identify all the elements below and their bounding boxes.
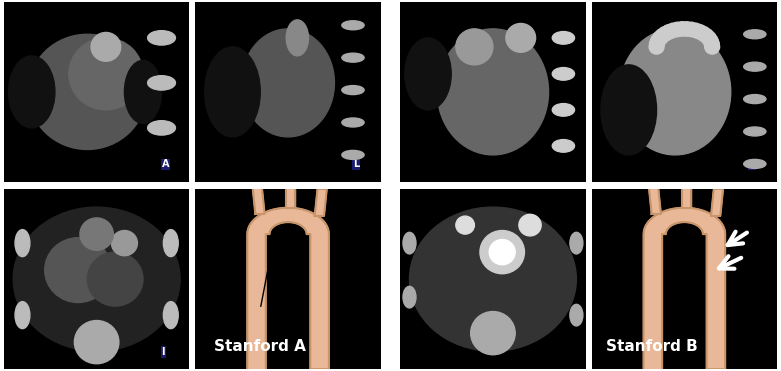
Ellipse shape	[124, 60, 162, 124]
Ellipse shape	[405, 38, 451, 110]
Circle shape	[45, 238, 112, 302]
Ellipse shape	[148, 121, 176, 135]
Circle shape	[652, 31, 667, 46]
Circle shape	[703, 34, 718, 48]
Circle shape	[471, 312, 515, 355]
Circle shape	[670, 22, 685, 37]
Circle shape	[480, 230, 525, 274]
Circle shape	[489, 240, 515, 265]
Circle shape	[684, 22, 699, 37]
Ellipse shape	[619, 29, 731, 155]
Ellipse shape	[552, 68, 575, 80]
Circle shape	[688, 23, 703, 37]
Ellipse shape	[13, 207, 180, 351]
Polygon shape	[248, 208, 329, 369]
Circle shape	[91, 33, 121, 61]
Ellipse shape	[403, 232, 416, 254]
Circle shape	[696, 26, 711, 41]
Circle shape	[662, 24, 676, 39]
Circle shape	[658, 26, 673, 41]
Ellipse shape	[744, 30, 766, 39]
Polygon shape	[682, 181, 691, 208]
Ellipse shape	[744, 95, 766, 104]
Ellipse shape	[163, 230, 178, 257]
Ellipse shape	[241, 29, 334, 137]
Text: I: I	[162, 347, 165, 357]
Circle shape	[506, 23, 536, 52]
Circle shape	[655, 29, 670, 43]
Text: A: A	[162, 160, 169, 170]
Circle shape	[456, 216, 474, 234]
Ellipse shape	[342, 21, 364, 30]
Circle shape	[701, 31, 716, 46]
Polygon shape	[315, 189, 326, 216]
Ellipse shape	[552, 32, 575, 44]
Ellipse shape	[163, 302, 178, 329]
Circle shape	[649, 40, 664, 54]
Circle shape	[651, 34, 665, 48]
Text: L: L	[749, 160, 755, 170]
Circle shape	[692, 24, 707, 39]
Ellipse shape	[148, 31, 176, 45]
Ellipse shape	[744, 127, 766, 136]
Circle shape	[665, 23, 680, 37]
Text: Stanford B: Stanford B	[607, 339, 698, 354]
Polygon shape	[252, 187, 265, 214]
Circle shape	[704, 40, 719, 54]
Ellipse shape	[570, 304, 583, 326]
Ellipse shape	[205, 47, 260, 137]
Circle shape	[28, 34, 147, 150]
Circle shape	[699, 29, 714, 43]
Ellipse shape	[601, 65, 657, 155]
Circle shape	[80, 218, 113, 250]
Ellipse shape	[409, 207, 576, 351]
Circle shape	[69, 38, 143, 110]
Ellipse shape	[403, 286, 416, 308]
Ellipse shape	[570, 232, 583, 254]
Ellipse shape	[552, 104, 575, 116]
Circle shape	[675, 22, 690, 36]
Circle shape	[679, 22, 694, 36]
Circle shape	[112, 230, 137, 256]
Text: L: L	[353, 160, 359, 170]
Ellipse shape	[148, 76, 176, 90]
Circle shape	[87, 252, 143, 306]
Polygon shape	[644, 208, 726, 369]
Ellipse shape	[437, 29, 548, 155]
Ellipse shape	[342, 118, 364, 127]
Ellipse shape	[15, 302, 30, 329]
Ellipse shape	[286, 20, 308, 56]
Text: Stanford A: Stanford A	[214, 339, 306, 354]
Ellipse shape	[15, 230, 30, 257]
Ellipse shape	[9, 56, 55, 128]
Circle shape	[704, 37, 719, 51]
Ellipse shape	[342, 150, 364, 160]
Ellipse shape	[552, 139, 575, 152]
Circle shape	[74, 321, 119, 364]
Ellipse shape	[342, 53, 364, 62]
Ellipse shape	[744, 160, 766, 168]
Circle shape	[456, 29, 493, 65]
Polygon shape	[286, 181, 295, 208]
Ellipse shape	[342, 86, 364, 95]
Circle shape	[650, 37, 665, 51]
Polygon shape	[711, 189, 723, 216]
Polygon shape	[649, 187, 661, 214]
Circle shape	[519, 214, 541, 236]
Ellipse shape	[744, 62, 766, 71]
